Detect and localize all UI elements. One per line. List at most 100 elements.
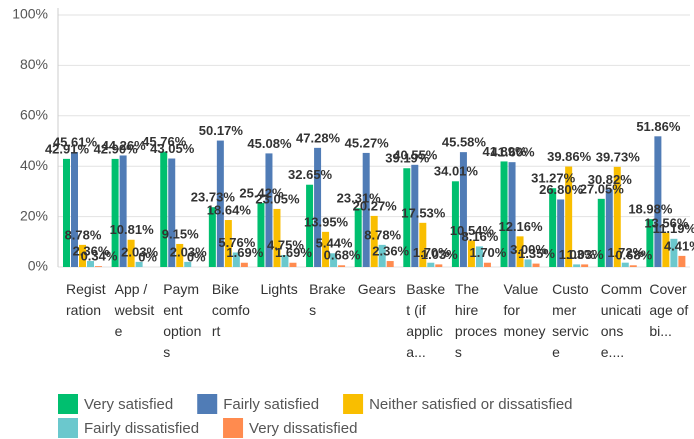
value-label: 32.65% <box>288 167 333 182</box>
x-tick-label: Lights <box>260 281 297 297</box>
value-label: 8.78% <box>364 227 401 242</box>
bar <box>565 166 573 267</box>
value-label: 12.16% <box>498 219 543 234</box>
legend-swatch <box>223 418 244 438</box>
bar <box>483 262 491 267</box>
x-tick-label: Regist ration <box>66 281 106 318</box>
bar <box>208 207 216 267</box>
value-label: 39.73% <box>596 149 641 164</box>
bar <box>257 202 265 267</box>
x-tick-label: Gears <box>358 281 396 297</box>
value-label: 13.56% <box>644 215 689 230</box>
bar <box>378 244 386 267</box>
bar <box>419 222 427 267</box>
x-tick-label: Comm unicati ons e.... <box>601 281 642 360</box>
bar <box>184 261 192 267</box>
value-label: 2.03% <box>121 244 158 259</box>
value-label: 0% <box>138 249 157 264</box>
y-tick-label: 100% <box>12 6 48 22</box>
value-label: 50.17% <box>199 123 244 138</box>
value-label: 11.19% <box>653 221 694 236</box>
value-label: 0% <box>187 249 206 264</box>
value-label: 45.08% <box>247 136 292 151</box>
bar <box>524 259 532 267</box>
value-label: 18.64% <box>207 202 252 217</box>
value-label: 0.68% <box>615 248 652 263</box>
value-label: 42.91% <box>45 141 90 156</box>
bar <box>306 184 314 267</box>
bar <box>532 263 540 267</box>
value-label: 31.27% <box>531 171 576 186</box>
legend-swatch <box>58 394 78 414</box>
legend-label: Very dissatisfied <box>249 420 357 437</box>
bar <box>160 151 168 267</box>
legend-swatch <box>197 394 218 414</box>
y-tick-label: 60% <box>20 107 48 123</box>
value-label: 0.68% <box>324 248 361 263</box>
bar <box>240 262 248 267</box>
legend-label: Neither satisfied or dissatisfied <box>369 396 572 413</box>
x-tick-label: Baske t (if applic a... <box>406 281 445 360</box>
value-label: 8.78% <box>65 227 102 242</box>
y-tick-label: 20% <box>20 207 48 223</box>
bar <box>71 152 78 267</box>
bar <box>581 264 589 267</box>
value-label: 17.53% <box>401 205 446 220</box>
value-label: 3.00% <box>510 242 547 257</box>
bar <box>629 265 637 267</box>
bar <box>403 168 411 267</box>
legend-label: Fairly satisfied <box>223 396 319 413</box>
value-label: 25.42% <box>239 185 284 200</box>
value-label: 40.55% <box>393 147 438 162</box>
x-tick-label: The hire proces s <box>455 281 497 360</box>
bar <box>662 232 670 267</box>
value-label: 8.16% <box>461 229 498 244</box>
bar <box>87 261 94 267</box>
bar <box>516 236 524 267</box>
bar <box>265 153 273 267</box>
y-tick-label: 0% <box>28 258 48 274</box>
value-label: 20.27% <box>353 198 398 213</box>
bar <box>435 264 443 267</box>
bar <box>386 261 394 267</box>
bar <box>95 266 102 267</box>
value-label: 1.70% <box>413 245 450 260</box>
bar <box>621 262 629 267</box>
value-label: 39.19% <box>385 151 430 166</box>
value-label: 23.31% <box>337 191 382 206</box>
value-label: 34.01% <box>434 164 479 179</box>
value-label: 43.05% <box>150 141 195 156</box>
bar <box>168 158 176 267</box>
bar <box>654 136 662 267</box>
bar <box>613 166 621 267</box>
value-label: 42.90% <box>94 141 139 156</box>
bar <box>63 158 70 267</box>
bar <box>111 158 119 267</box>
value-label: 5.76% <box>218 235 255 250</box>
bar <box>216 140 224 267</box>
bar <box>605 189 613 267</box>
bar <box>500 161 508 267</box>
bar <box>322 231 330 267</box>
bar <box>135 261 143 267</box>
bar <box>273 208 281 267</box>
legend-label: Fairly dissatisfied <box>84 420 199 437</box>
value-label: 5.44% <box>316 236 353 251</box>
legend-swatch <box>343 394 364 414</box>
value-label: 1.69% <box>226 245 263 260</box>
bar <box>427 262 435 267</box>
bar <box>451 181 459 267</box>
bar <box>119 155 127 267</box>
bar <box>467 240 475 267</box>
bar <box>646 219 654 267</box>
bar <box>127 239 135 267</box>
value-label: 1.69% <box>275 245 312 260</box>
value-label: 30.82% <box>588 172 633 187</box>
bar <box>79 244 86 267</box>
value-label: 44.26% <box>102 138 147 153</box>
bar <box>362 152 370 267</box>
x-tick-label: App / websit e <box>114 281 155 339</box>
x-tick-label: Custo mer servic e <box>552 281 589 360</box>
value-label: 2.03% <box>170 244 207 259</box>
